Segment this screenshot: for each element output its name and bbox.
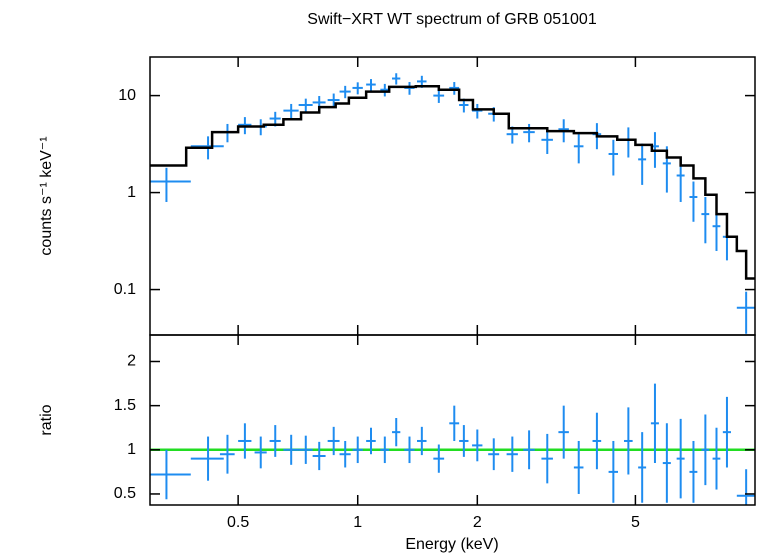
plot-area <box>150 383 755 505</box>
x-axis-title: Energy (keV) <box>405 536 498 553</box>
x-tick-label: 5 <box>631 514 640 531</box>
x-tick-label: 2 <box>473 514 482 531</box>
model-line <box>150 84 755 280</box>
y-tick-label: 10 <box>118 87 136 104</box>
y-tick-label: 2 <box>127 353 136 370</box>
y-axis-title: ratio <box>38 404 55 435</box>
y-tick-label: 1 <box>127 441 136 458</box>
y-tick-label: 1 <box>127 184 136 201</box>
plot-area <box>150 73 755 334</box>
x-tick-label: 0.5 <box>227 514 249 531</box>
x-tick-label: 1 <box>353 514 362 531</box>
y-tick-label: 1.5 <box>114 397 136 414</box>
chart-title: Swift−XRT WT spectrum of GRB 051001 <box>307 11 597 28</box>
y-tick-label: 0.5 <box>114 485 136 502</box>
plot-frame <box>149 56 756 336</box>
y-axis-title: counts s⁻¹ keV⁻¹ <box>38 136 55 255</box>
y-tick-label: 0.1 <box>114 281 136 298</box>
plot-frame <box>149 334 756 506</box>
